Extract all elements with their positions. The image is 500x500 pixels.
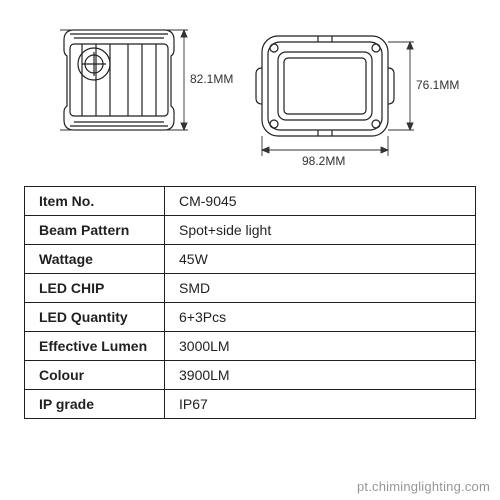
spec-value: 45W (165, 245, 476, 274)
spec-label: LED CHIP (25, 274, 165, 303)
spec-label: Wattage (25, 245, 165, 274)
spec-value: 6+3Pcs (165, 303, 476, 332)
front-view-svg (248, 18, 468, 168)
spec-value: Spot+side light (165, 216, 476, 245)
spec-label: IP grade (25, 390, 165, 419)
spec-label: LED Quantity (25, 303, 165, 332)
table-row: Beam Pattern Spot+side light (25, 216, 476, 245)
table-row: LED Quantity 6+3Pcs (25, 303, 476, 332)
spec-label: Colour (25, 361, 165, 390)
spec-value: 3900LM (165, 361, 476, 390)
spec-value: IP67 (165, 390, 476, 419)
watermark-text: pt.chiminglighting.com (357, 479, 490, 494)
specifications-table: Item No. CM-9045 Beam Pattern Spot+side … (24, 186, 476, 419)
front-width-label: 98.2MM (302, 154, 345, 168)
table-row: LED CHIP SMD (25, 274, 476, 303)
table-row: Colour 3900LM (25, 361, 476, 390)
front-view-diagram: 76.1MM 98.2MM (248, 18, 468, 168)
spec-label: Effective Lumen (25, 332, 165, 361)
table-row: Effective Lumen 3000LM (25, 332, 476, 361)
page-content: 82.1MM (0, 0, 500, 419)
spec-value: 3000LM (165, 332, 476, 361)
front-height-label: 76.1MM (416, 78, 459, 92)
spec-label: Item No. (25, 187, 165, 216)
back-view-diagram: 82.1MM (48, 18, 218, 148)
spec-value: SMD (165, 274, 476, 303)
spec-value: CM-9045 (165, 187, 476, 216)
technical-diagrams: 82.1MM (24, 18, 476, 168)
spec-label: Beam Pattern (25, 216, 165, 245)
table-row: Wattage 45W (25, 245, 476, 274)
table-row: Item No. CM-9045 (25, 187, 476, 216)
back-height-label: 82.1MM (190, 72, 233, 86)
table-row: IP grade IP67 (25, 390, 476, 419)
